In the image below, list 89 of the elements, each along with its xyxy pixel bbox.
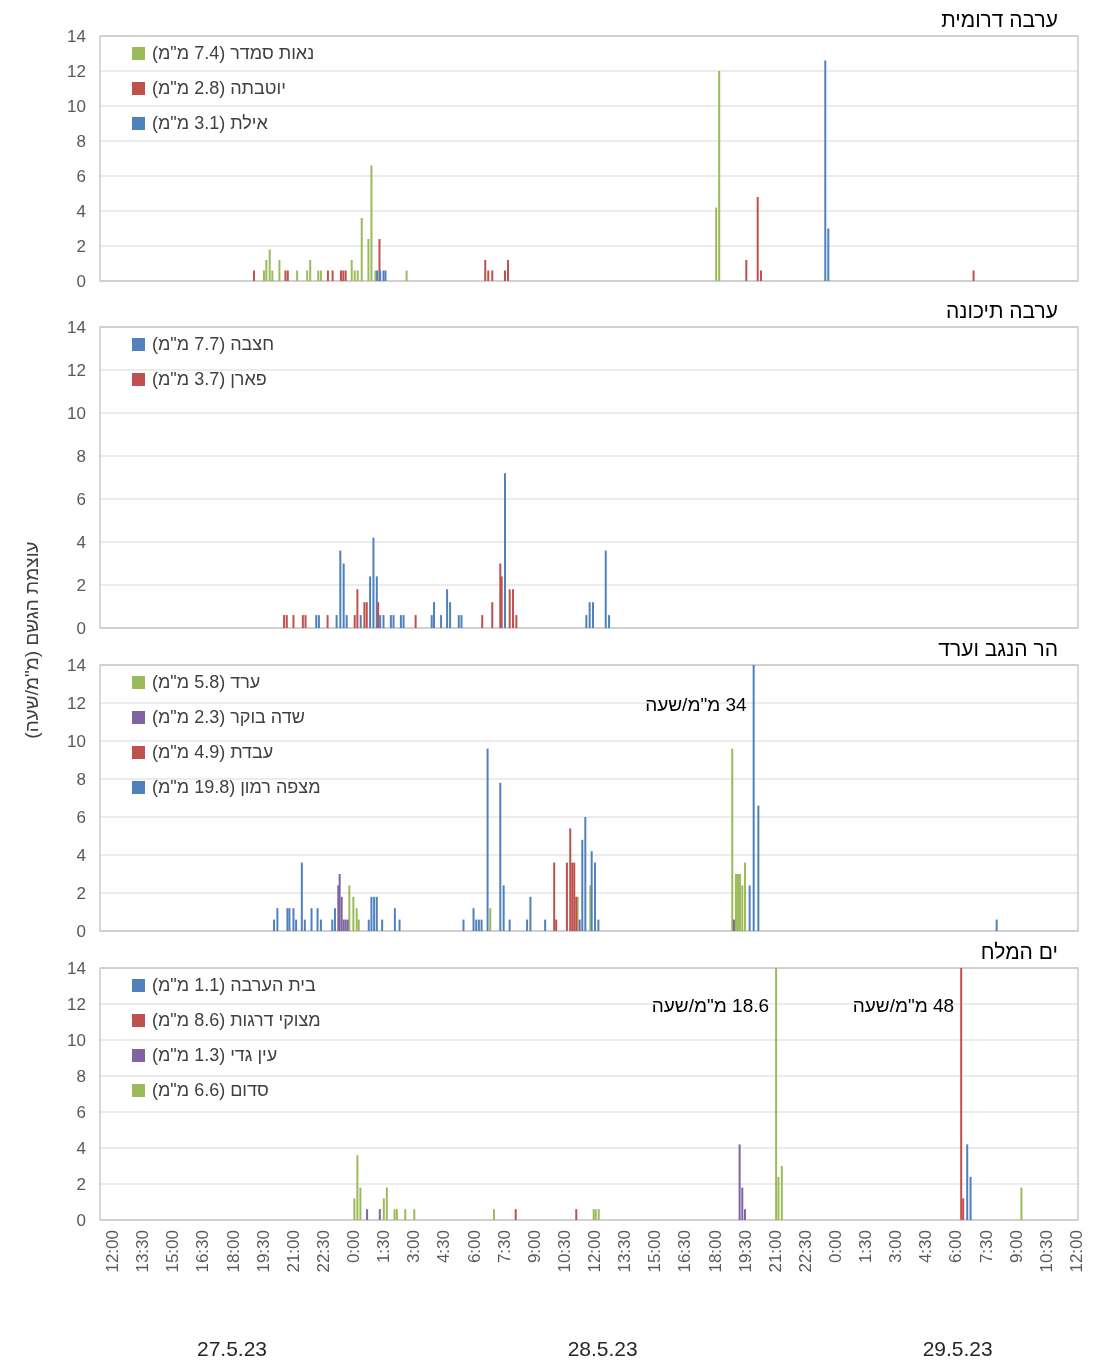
x-tick-label: 12:00 <box>103 1230 123 1273</box>
x-tick-label: 15:00 <box>163 1230 183 1273</box>
y-tick-label: 10 <box>67 97 86 116</box>
x-tick-label: 1:30 <box>856 1230 876 1264</box>
x-tick-label: 19:30 <box>735 1230 755 1273</box>
y-tick-label: 10 <box>67 404 86 423</box>
y-tick-label: 6 <box>76 808 86 827</box>
y-tick-label: 2 <box>76 1175 86 1194</box>
chart-title: ים המלח <box>980 940 1058 963</box>
y-tick-label: 8 <box>76 447 86 466</box>
text: 27.5.23 <box>196 1337 268 1360</box>
ref-line-label: 34 מ"מ/שעה <box>645 693 748 715</box>
chart-title: הר הנגב וערד <box>938 637 1058 660</box>
x-tick-label: 3:00 <box>404 1230 424 1264</box>
y-tick-label: 0 <box>76 619 86 638</box>
y-tick-label: 6 <box>76 167 86 186</box>
x-tick-label: 3:00 <box>886 1230 906 1264</box>
x-tick-label: 21:00 <box>283 1230 303 1273</box>
x-tick-label: 0:00 <box>344 1230 364 1264</box>
y-tick-label: 14 <box>67 656 86 675</box>
x-tick-label: 13:30 <box>615 1230 635 1273</box>
x-tick-label: 10:30 <box>554 1230 574 1273</box>
y-tick-label: 2 <box>76 576 86 595</box>
text: 29.5.23 <box>922 1337 993 1360</box>
x-tick-label: 0:00 <box>826 1230 846 1264</box>
x-tick-label: 21:00 <box>765 1230 785 1273</box>
legend-label: עבדת (4.9 מ"מ) <box>152 742 274 762</box>
x-tick-label: 22:30 <box>313 1230 333 1273</box>
y-tick-label: 10 <box>67 1031 86 1050</box>
y-tick-label: 0 <box>76 1211 86 1230</box>
x-tick-label: 13:30 <box>133 1230 153 1273</box>
x-tick-label: 18:00 <box>223 1230 243 1273</box>
legend-label: בית הערבה (1.1 מ"מ) <box>152 975 317 995</box>
y-tick-label: 4 <box>76 1139 86 1158</box>
legend-label: יוטבתה (2.8 מ"מ) <box>152 78 286 98</box>
x-tick-label: 15:00 <box>645 1230 665 1273</box>
text: 28.5.23 <box>567 1337 638 1360</box>
x-tick-label: 22:30 <box>795 1230 815 1273</box>
legend-label: חצבה (7.7 מ"מ) <box>152 334 274 354</box>
x-tick-label: 18:00 <box>705 1230 725 1273</box>
y-tick-label: 2 <box>76 237 86 256</box>
y-tick-label: 12 <box>67 694 86 713</box>
x-tick-label: 9:00 <box>1006 1230 1026 1264</box>
y-tick-label: 6 <box>76 490 86 509</box>
x-tick-label: 16:30 <box>675 1230 695 1273</box>
x-tick-label: 1:30 <box>374 1230 394 1264</box>
chart-title: ערבה דרומית <box>941 8 1058 31</box>
legend-label: אילת (3.1 מ"מ) <box>152 113 269 133</box>
x-tick-label: 6:00 <box>464 1230 484 1264</box>
y-tick-label: 14 <box>67 959 86 978</box>
x-tick-label: 16:30 <box>193 1230 213 1273</box>
x-tick-label: 7:30 <box>494 1230 514 1264</box>
x-tick-label: 12:00 <box>1066 1230 1086 1273</box>
legend-label: מצוקי דרגות (8.6 מ"מ) <box>152 1010 321 1030</box>
legend-label: מצפה רמון (19.8 מ"מ) <box>152 777 321 797</box>
y-tick-label: 8 <box>76 1067 86 1086</box>
chart-title: ערבה תיכונה <box>945 299 1058 322</box>
legend-label: עין גדי (1.3 מ"מ) <box>152 1045 278 1065</box>
legend-label: סדום (6.6 מ"מ) <box>152 1080 269 1100</box>
legend-label: פארן (3.7 מ"מ) <box>152 369 267 389</box>
x-tick-label: 6:00 <box>946 1230 966 1264</box>
y-tick-label: 14 <box>67 318 86 337</box>
y-tick-label: 12 <box>67 995 86 1014</box>
ref-line-label: 48 מ"מ/שעה <box>852 994 955 1016</box>
x-tick-label: 4:30 <box>916 1230 936 1264</box>
y-tick-label: 4 <box>76 533 86 552</box>
y-tick-label: 14 <box>67 27 86 46</box>
y-tick-label: 12 <box>67 361 86 380</box>
x-tick-label: 4:30 <box>434 1230 454 1264</box>
x-tick-label: 19:30 <box>253 1230 273 1273</box>
legend-label: נאות סמדר (7.4 מ"מ) <box>152 43 315 63</box>
legend-label: ערד (5.8 מ"מ) <box>152 672 261 692</box>
y-tick-label: 2 <box>76 884 86 903</box>
x-tick-label: 10:30 <box>1036 1230 1056 1273</box>
x-tick-label: 9:00 <box>524 1230 544 1264</box>
ref-line-label: 18.6 מ"מ/שעה <box>651 994 770 1016</box>
x-tick-label: 7:30 <box>976 1230 996 1264</box>
y-tick-label: 6 <box>76 1103 86 1122</box>
y-tick-label: 0 <box>76 922 86 941</box>
y-tick-label: 8 <box>76 132 86 151</box>
legend-label: שדה בוקר (2.3 מ"מ) <box>152 707 305 727</box>
x-tick-label: 12:00 <box>585 1230 605 1273</box>
y-tick-label: 0 <box>76 272 86 291</box>
y-tick-label: 4 <box>76 846 86 865</box>
y-tick-label: 8 <box>76 770 86 789</box>
y-tick-label: 4 <box>76 202 86 221</box>
y-tick-label: 10 <box>67 732 86 751</box>
y-axis-title: עוצמת הגשם (מ"מ/שעה) <box>21 541 42 739</box>
y-tick-label: 12 <box>67 62 86 81</box>
